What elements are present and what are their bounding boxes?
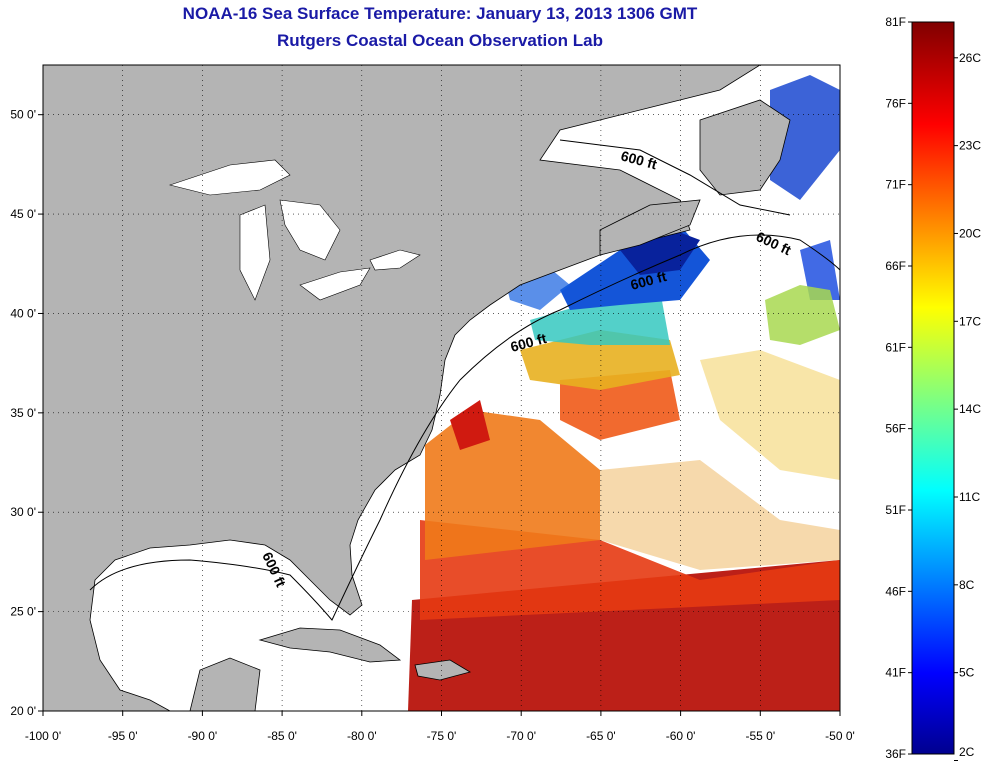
map-border [42, 64, 841, 712]
colorbar-f-label: 51F [885, 503, 906, 517]
land [43, 65, 791, 711]
colorbar-c-label: 23C [959, 139, 981, 153]
x-tick-label: -65 0' [586, 729, 616, 743]
y-tick-label: 45 0' [10, 207, 36, 221]
colorbar-c-label: 11C [959, 490, 980, 504]
colorbar-f-label: 66F [885, 259, 906, 273]
colorbar-f-label: 41F [885, 666, 906, 680]
colorbar-f-label: 76F [885, 96, 906, 110]
colorbar-c-label: 8C [959, 578, 975, 592]
sst-swath [408, 75, 840, 711]
colorbar-f-label: 36F [885, 747, 906, 761]
x-tick-label: -100 0' [25, 729, 61, 743]
colorbar-c-label: 2C [959, 745, 975, 759]
y-tick-label: 35 0' [10, 406, 36, 420]
colorbar-c-label: 14C [959, 402, 981, 416]
map-subtitle: Rutgers Coastal Ocean Observation Lab [277, 31, 603, 50]
x-tick-label: -50 0' [825, 729, 855, 743]
y-tick-label: 40 0' [10, 306, 36, 320]
y-tick-label: 20 0' [10, 704, 36, 718]
isobath-600ft [89, 139, 840, 621]
colorbar-c-label: 26C [959, 51, 981, 65]
x-tick-label: -60 0' [666, 729, 696, 743]
map-axis-ticks: -100 0' -95 0' -90 0' -85 0' -80 0' -75 0' -70… [10, 108, 854, 743]
x-tick-label: -95 0' [108, 729, 138, 743]
y-tick-label: 25 0' [10, 605, 36, 619]
x-tick-label: -85 0' [267, 729, 297, 743]
x-tick-label: -70 0' [506, 729, 536, 743]
map-title: NOAA-16 Sea Surface Temperature: January… [182, 4, 698, 23]
colorbar-ticks: 81F 76F 71F 66F 61F 56F 51F 46F 41F 36F 26C 23C 20C 1… [885, 15, 981, 762]
x-tick-label: -55 0' [745, 729, 775, 743]
y-tick-label: 50 0' [10, 108, 36, 122]
colorbar-c-label: 20C [959, 226, 981, 240]
colorbar-f-label: 81F [885, 15, 906, 29]
colorbar-f-label: 71F [885, 178, 906, 192]
colorbar [911, 21, 955, 755]
x-tick-label: -75 0' [427, 729, 457, 743]
colorbar-f-label: 61F [885, 340, 906, 354]
colorbar-f-label: 56F [885, 422, 906, 436]
colorbar-c-label: 5C [959, 666, 975, 680]
great-lakes [168, 159, 421, 301]
x-tick-label: -90 0' [188, 729, 218, 743]
colorbar-c-label: 17C [959, 314, 981, 328]
x-tick-label: -80 0' [347, 729, 377, 743]
colorbar-f-label: 46F [885, 584, 906, 598]
y-tick-label: 30 0' [10, 505, 36, 519]
